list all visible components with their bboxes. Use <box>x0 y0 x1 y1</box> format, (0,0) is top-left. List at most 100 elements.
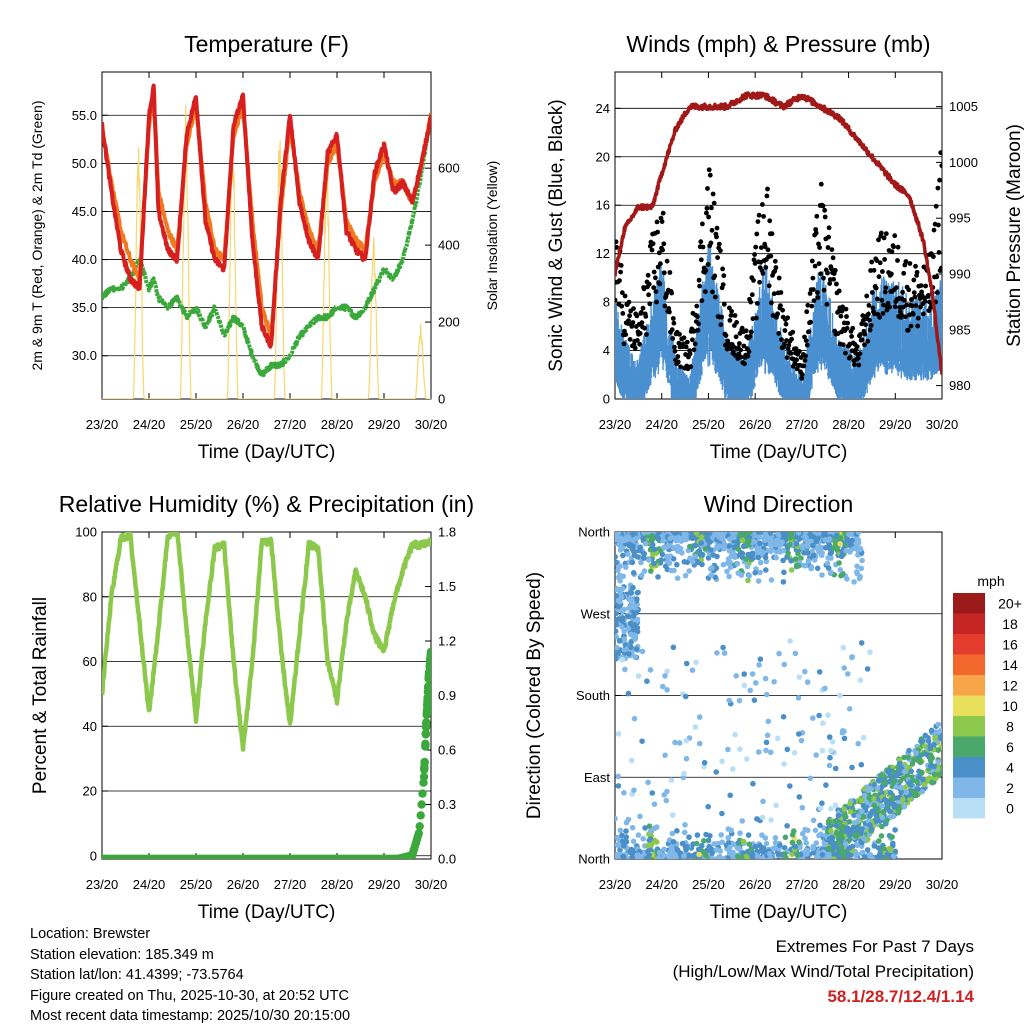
direction-point <box>799 830 806 837</box>
direction-point <box>714 650 720 656</box>
gust-point <box>761 214 766 219</box>
gust-point <box>813 227 819 232</box>
gust-point <box>904 302 909 308</box>
direction-point <box>810 552 817 559</box>
direction-point <box>835 812 842 819</box>
gust-point <box>766 283 772 289</box>
direction-point <box>816 712 822 719</box>
direction-point <box>727 844 733 851</box>
direction-point <box>746 538 752 545</box>
gust-point <box>865 338 871 344</box>
direction-point <box>751 697 758 703</box>
gust-point <box>672 344 677 350</box>
direction-point <box>846 706 853 712</box>
direction-point <box>746 573 752 579</box>
winds-ylabel-right: Station Pressure (Maroon) <box>1004 124 1024 347</box>
gust-point <box>749 292 755 298</box>
direction-point <box>733 673 739 679</box>
temperature-xtick-label: 26/20 <box>227 417 260 432</box>
direction-point <box>804 851 810 857</box>
precipitation-point <box>422 710 431 720</box>
gust-point <box>918 283 924 288</box>
direction-plot-area <box>615 532 942 879</box>
direction-point <box>889 834 895 840</box>
gust-point <box>690 337 695 343</box>
direction-point <box>655 574 661 580</box>
direction-point <box>892 827 898 833</box>
temperature-ytick-label: 45.0 <box>72 204 97 219</box>
direction-point <box>623 839 630 845</box>
winds-ytick-label: 16 <box>596 198 610 213</box>
direction-point <box>743 556 749 562</box>
precipitation-point <box>415 822 424 831</box>
gust-point <box>773 265 779 270</box>
direction-point <box>644 678 650 684</box>
humidity-ytick-right-label: 0.9 <box>438 688 456 703</box>
direction-point <box>726 849 733 856</box>
gust-point <box>818 271 824 277</box>
direction-point <box>735 570 742 576</box>
direction-point <box>780 557 786 564</box>
direction-point <box>763 747 769 754</box>
gust-point <box>712 294 718 300</box>
humidity-xtick-label: 26/20 <box>227 877 260 892</box>
direction-point <box>782 851 788 857</box>
gust-point <box>883 231 889 237</box>
direction-point <box>615 536 620 543</box>
direction-point <box>741 671 747 677</box>
direction-point <box>674 847 681 853</box>
gust-point <box>912 294 918 300</box>
direction-point <box>773 537 780 544</box>
gust-point <box>615 297 618 303</box>
humidity-chart: 0 20 40 60 80 100 0.0 0.3 0.6 0.9 1.2 1.5 1.8 23/20 24… <box>30 491 474 923</box>
wind_direction-title: Wind Direction <box>704 491 854 517</box>
direction-point <box>623 828 629 834</box>
gust-point <box>901 270 907 276</box>
direction-point <box>742 532 749 537</box>
gust-point <box>649 247 655 253</box>
direction-point <box>830 861 836 867</box>
direction-point <box>662 563 669 569</box>
direction-point <box>702 546 709 552</box>
direction-point <box>798 737 805 744</box>
station-info: Location: Brewster Station elevation: 18… <box>30 924 350 1027</box>
direction-point <box>817 805 824 812</box>
legend-swatch <box>953 736 985 757</box>
direction-point <box>825 868 831 874</box>
gust-point <box>809 303 815 309</box>
gust-point <box>716 241 722 247</box>
gust-point <box>804 309 810 315</box>
direction-point <box>840 851 846 858</box>
direction-point <box>784 746 791 753</box>
direction-point <box>632 654 638 660</box>
direction-point <box>855 740 861 747</box>
direction-point <box>668 844 675 850</box>
direction-point <box>625 551 631 557</box>
speed-legend: mph 20+ 18 16 14 12 10 8 6 4 2 0 <box>953 573 1022 819</box>
direction-point <box>887 767 893 774</box>
direction-point <box>647 828 654 835</box>
wind_direction-xtick-label: 23/20 <box>599 877 632 892</box>
direction-point <box>645 779 651 786</box>
gust-point <box>931 254 936 260</box>
direction-point <box>683 738 689 744</box>
gust-point <box>672 348 678 354</box>
direction-point <box>858 761 865 768</box>
gust-point <box>881 302 886 308</box>
direction-point <box>824 873 830 879</box>
direction-point <box>753 680 759 686</box>
direction-point <box>898 789 904 796</box>
gust-point <box>696 277 702 283</box>
gust-point <box>764 193 770 199</box>
gust-point <box>639 320 645 325</box>
direction-point <box>782 834 789 841</box>
wind_direction-ytick-label: East <box>584 770 610 785</box>
gust-point <box>710 191 716 197</box>
direction-point <box>853 540 859 546</box>
direction-point <box>617 827 624 834</box>
gust-point <box>915 315 921 321</box>
direction-point <box>857 546 863 553</box>
direction-point <box>810 817 817 824</box>
direction-point <box>812 827 819 834</box>
gust-point <box>753 315 759 321</box>
